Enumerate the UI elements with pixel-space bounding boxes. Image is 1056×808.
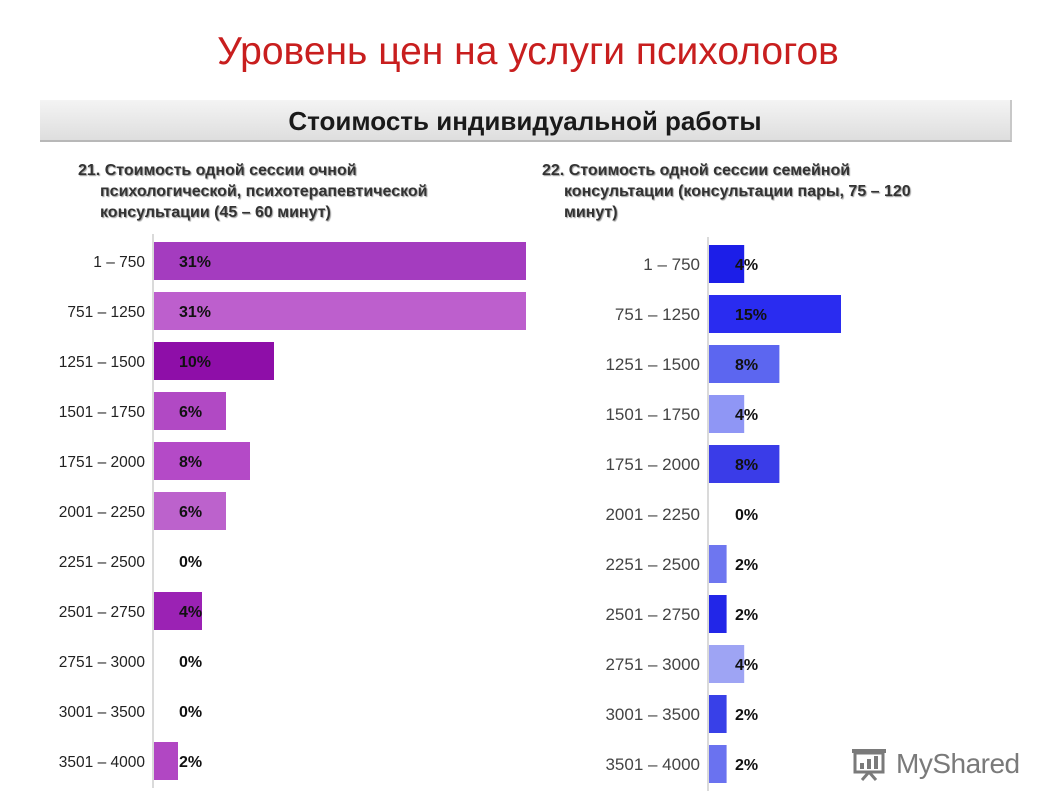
category-tick-label: 1751 – 2000 bbox=[59, 454, 146, 471]
bar bbox=[709, 645, 745, 683]
data-label: 31% bbox=[179, 254, 211, 271]
data-label: 4% bbox=[179, 604, 202, 621]
chart-title-individual: 21. Стоимость одной сессии очной психоло… bbox=[78, 160, 428, 223]
data-label: 15% bbox=[735, 307, 767, 324]
category-tick-label: 1251 – 1500 bbox=[605, 355, 700, 374]
data-label: 10% bbox=[179, 354, 211, 371]
data-label: 6% bbox=[179, 504, 202, 521]
data-label: 8% bbox=[179, 454, 202, 471]
data-label: 2% bbox=[179, 754, 202, 771]
category-tick-label: 1 – 750 bbox=[93, 254, 145, 271]
bar bbox=[709, 445, 780, 483]
bar bbox=[709, 745, 727, 783]
bar bbox=[154, 492, 226, 530]
category-tick-label: 1251 – 1500 bbox=[59, 354, 146, 371]
watermark: MyShared bbox=[850, 744, 1020, 784]
bar bbox=[709, 545, 727, 583]
bar bbox=[709, 395, 745, 433]
bar bbox=[154, 342, 274, 380]
chart-title-line: консультации (45 – 60 минут) bbox=[100, 204, 331, 221]
bar bbox=[154, 392, 226, 430]
bar bbox=[154, 742, 178, 780]
data-label: 0% bbox=[735, 507, 758, 524]
data-label: 2% bbox=[735, 707, 758, 724]
category-tick-label: 3001 – 3500 bbox=[605, 705, 700, 724]
category-tick-label: 751 – 1250 bbox=[615, 305, 700, 324]
family-session-bar-chart: 1 – 750 4% 751 – 1250 15% 1251 – 1500 8% 1501 … bbox=[605, 237, 841, 791]
section-banner: Стоимость индивидуальной работы bbox=[40, 100, 1012, 142]
data-label: 2% bbox=[735, 757, 758, 774]
chart-title-line: 22. Стоимость одной сессии семейной bbox=[542, 162, 851, 179]
category-tick-label: 2001 – 2250 bbox=[59, 504, 146, 521]
data-label: 6% bbox=[179, 404, 202, 421]
data-label: 31% bbox=[179, 304, 211, 321]
chart-title-family: 22. Стоимость одной сессии семейной конс… bbox=[542, 160, 911, 223]
bar bbox=[154, 592, 202, 630]
category-tick-label: 2501 – 2750 bbox=[59, 604, 146, 621]
bar bbox=[709, 345, 780, 383]
data-label: 0% bbox=[179, 554, 202, 571]
chart-title-line: психологической, психотерапевтической bbox=[100, 183, 428, 200]
bar bbox=[709, 245, 745, 283]
bar bbox=[709, 295, 841, 333]
bar bbox=[709, 595, 727, 633]
category-tick-label: 751 – 1250 bbox=[67, 304, 145, 321]
category-tick-label: 1501 – 1750 bbox=[59, 404, 146, 421]
bar bbox=[709, 695, 727, 733]
category-tick-label: 2501 – 2750 bbox=[605, 605, 700, 624]
category-tick-label: 2251 – 2500 bbox=[605, 555, 700, 574]
category-tick-label: 1501 – 1750 bbox=[605, 405, 700, 424]
data-label: 4% bbox=[735, 657, 758, 674]
category-tick-label: 3501 – 4000 bbox=[605, 755, 700, 774]
chart-title-line: 21. Стоимость одной сессии очной bbox=[78, 162, 357, 179]
category-tick-label: 1 – 750 bbox=[643, 255, 700, 274]
data-label: 4% bbox=[735, 257, 758, 274]
data-label: 8% bbox=[735, 357, 758, 374]
category-tick-label: 1751 – 2000 bbox=[605, 455, 700, 474]
bar bbox=[154, 292, 526, 330]
bar bbox=[154, 242, 526, 280]
category-tick-label: 2751 – 3000 bbox=[605, 655, 700, 674]
data-label: 0% bbox=[179, 654, 202, 671]
data-label: 0% bbox=[179, 704, 202, 721]
data-label: 8% bbox=[735, 457, 758, 474]
category-tick-label: 2251 – 2500 bbox=[59, 554, 146, 571]
chart-title-line: консультации (консультации пары, 75 – 12… bbox=[564, 183, 911, 200]
data-label: 2% bbox=[735, 607, 758, 624]
slide-title: Уровень цен на услуги психологов bbox=[217, 30, 839, 73]
individual-session-bar-chart: 1 – 750 31% 751 – 1250 31% 1251 – 1500 10% 150… bbox=[59, 234, 526, 788]
category-tick-label: 3501 – 4000 bbox=[59, 754, 146, 771]
category-tick-label: 2751 – 3000 bbox=[59, 654, 146, 671]
chart-title-line: минут) bbox=[564, 204, 618, 221]
category-tick-label: 2001 – 2250 bbox=[605, 505, 700, 524]
watermark-text: MyShared bbox=[896, 748, 1020, 779]
data-label: 2% bbox=[735, 557, 758, 574]
bar bbox=[154, 442, 250, 480]
category-tick-label: 3001 – 3500 bbox=[59, 704, 146, 721]
data-label: 4% bbox=[735, 407, 758, 424]
presentation-board-icon bbox=[852, 749, 886, 781]
